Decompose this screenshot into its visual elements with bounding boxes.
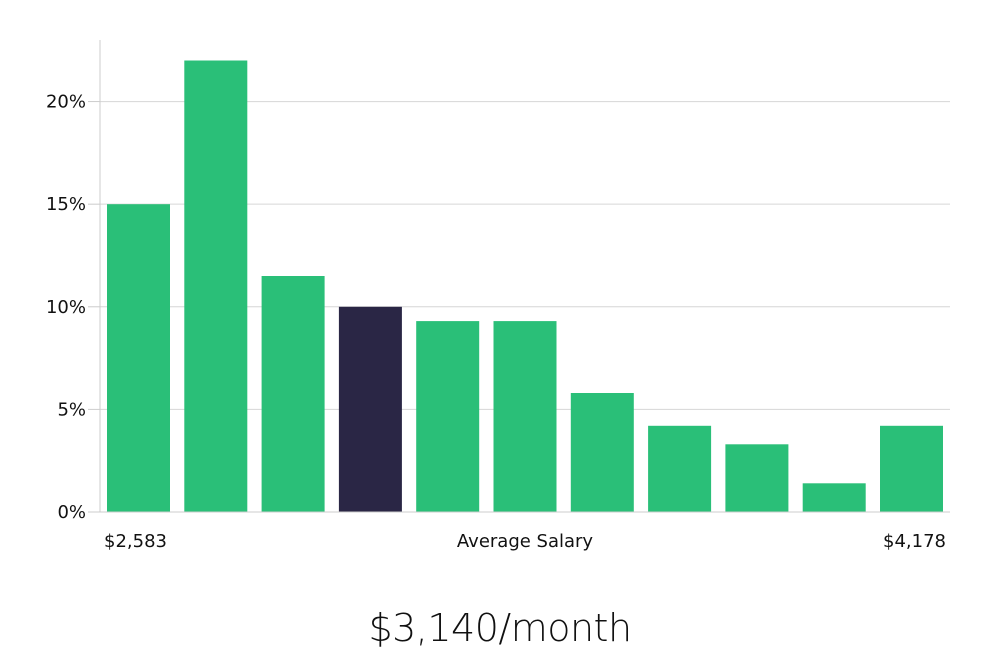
x-max-label: $4,178 bbox=[883, 531, 946, 552]
bar bbox=[493, 321, 557, 512]
bars bbox=[107, 60, 943, 512]
y-tick-label: 15% bbox=[46, 194, 86, 215]
axes: 0% 5% 10% 15% 20% bbox=[46, 40, 950, 523]
bar bbox=[416, 321, 480, 512]
bar bbox=[184, 60, 248, 512]
bar bbox=[880, 425, 943, 512]
bar bbox=[725, 444, 789, 512]
bar-highlighted bbox=[338, 306, 402, 512]
salary-histogram-chart: 0% 5% 10% 15% 20% $2,583 Average Salary $4,1… bbox=[46, 40, 950, 552]
average-salary-headline: $3,140/month bbox=[368, 606, 632, 650]
x-min-label: $2,583 bbox=[104, 531, 167, 552]
bar bbox=[107, 204, 170, 512]
bar bbox=[261, 276, 325, 512]
labels: $2,583 Average Salary $4,178 bbox=[104, 531, 946, 552]
y-tick-label: 10% bbox=[46, 297, 86, 318]
x-axis-label: Average Salary bbox=[457, 531, 594, 552]
y-tick-label: 20% bbox=[46, 92, 86, 113]
bar bbox=[570, 393, 634, 512]
y-tick-label: 0% bbox=[57, 502, 86, 523]
bar bbox=[802, 483, 866, 512]
y-tick-label: 5% bbox=[57, 399, 86, 420]
bar bbox=[648, 425, 712, 512]
